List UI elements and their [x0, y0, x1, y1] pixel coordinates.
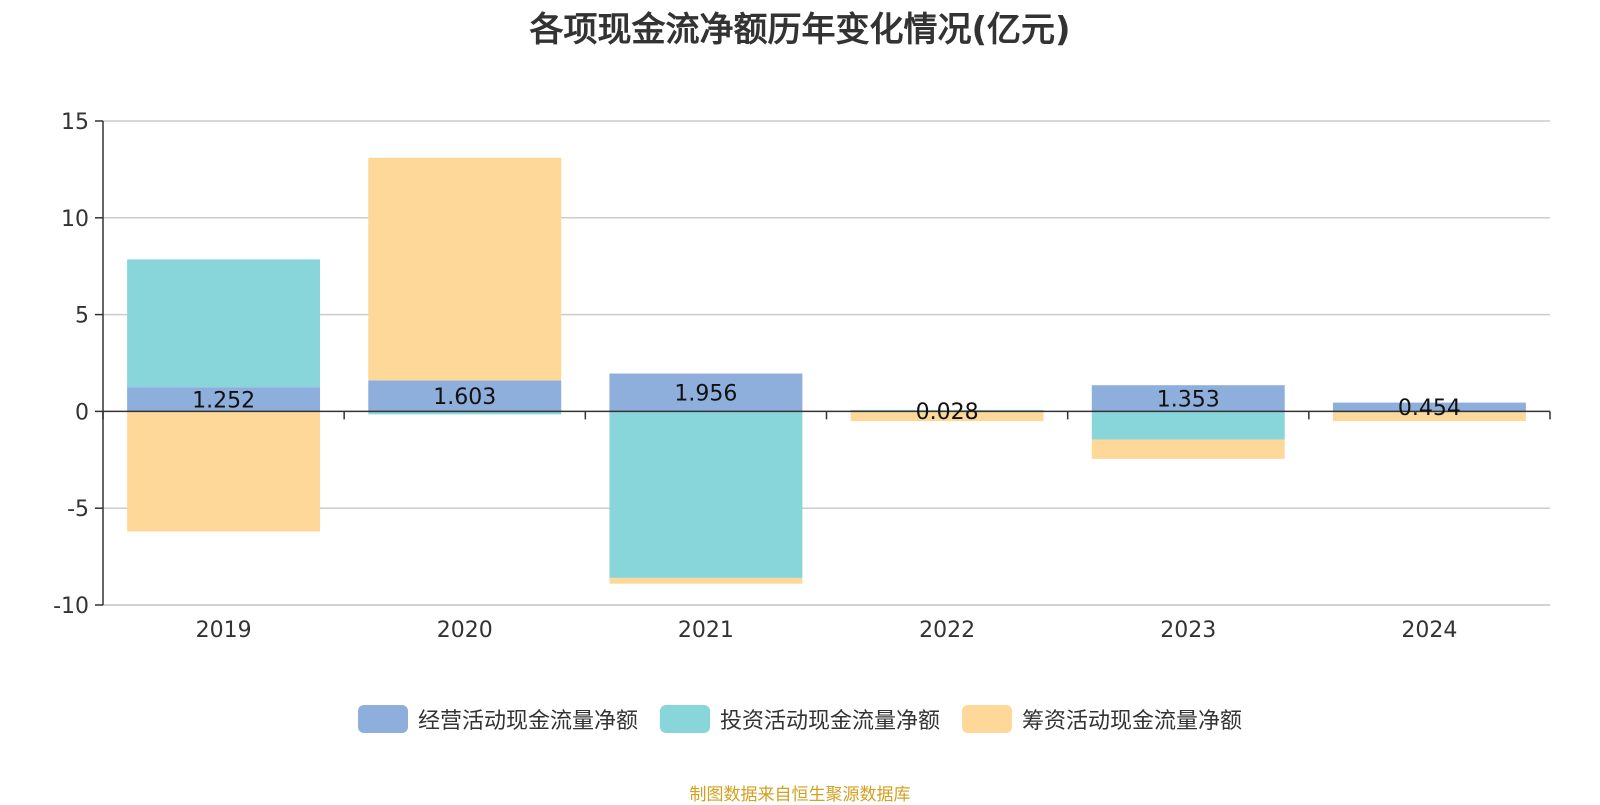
data-label: 1.603 [433, 385, 496, 410]
x-tick-label: 2022 [919, 618, 975, 643]
x-tick-label: 2024 [1401, 618, 1457, 643]
x-tick-label: 2019 [196, 618, 252, 643]
y-tick-label: 10 [61, 207, 89, 232]
axes: 15 10 5 0 -5 -10 2019 2020 2021 2022 2023 2024 [53, 110, 1551, 643]
data-label: 1.353 [1157, 387, 1220, 412]
legend: 经营活动现金流量净额 投资活动现金流量净额 筹资活动现金流量净额 [0, 703, 1600, 735]
legend-item[interactable]: 投资活动现金流量净额 [659, 703, 940, 735]
y-tick-label: 0 [75, 400, 89, 425]
y-tick-label: -5 [67, 497, 89, 522]
bar-segment [609, 411, 803, 578]
bar-segment [368, 380, 562, 412]
bar-segment [1091, 439, 1285, 459]
grid-lines [103, 120, 1550, 606]
stacked-bar-chart: 15 10 5 0 -5 -10 2019 2020 2021 2022 2023 2024 1.25… [53, 110, 1551, 643]
bar-segment [1332, 402, 1526, 412]
bar-segment [1091, 411, 1285, 440]
y-tick-label: 5 [75, 304, 89, 329]
bar-segment [127, 387, 321, 412]
legend-label: 投资活动现金流量净额 [719, 709, 940, 734]
bar-segment [609, 577, 803, 584]
x-tick-label: 2023 [1160, 618, 1216, 643]
data-label: 1.956 [674, 381, 737, 406]
bar-segment [850, 411, 1044, 422]
x-tick-label: 2020 [437, 618, 493, 643]
x-tick-label: 2021 [678, 618, 734, 643]
y-tick-label: -10 [53, 594, 89, 619]
legend-item[interactable]: 经营活动现金流量净额 [357, 703, 638, 735]
data-label: 0.028 [916, 400, 979, 425]
data-label: 1.252 [192, 388, 255, 413]
legend-swatch [659, 705, 710, 733]
legend-label: 筹资活动现金流量净额 [1022, 709, 1243, 734]
bar-segment [368, 411, 562, 415]
bar-segment [368, 157, 562, 381]
legend-swatch [962, 705, 1012, 733]
legend-swatch [357, 705, 408, 733]
chart-title: 各项现金流净额历年变化情况(亿元) [529, 10, 1071, 50]
bars [127, 157, 1526, 584]
data-labels: 1.252 1.603 1.956 0.028 1.353 0.454 [192, 381, 1461, 425]
bar-segment [1332, 412, 1526, 422]
source-note: 制图数据来自恒生聚源数据库 [689, 785, 911, 805]
legend-item[interactable]: 筹资活动现金流量净额 [962, 703, 1242, 735]
bar-segment [127, 259, 321, 388]
bar-segment [127, 411, 321, 532]
bar-segment [1091, 385, 1285, 412]
bar-segment [850, 409, 1044, 411]
data-label: 0.454 [1398, 396, 1461, 421]
y-tick-label: 15 [61, 110, 89, 135]
bar-segment [609, 373, 803, 412]
legend-label: 经营活动现金流量净额 [417, 709, 638, 734]
